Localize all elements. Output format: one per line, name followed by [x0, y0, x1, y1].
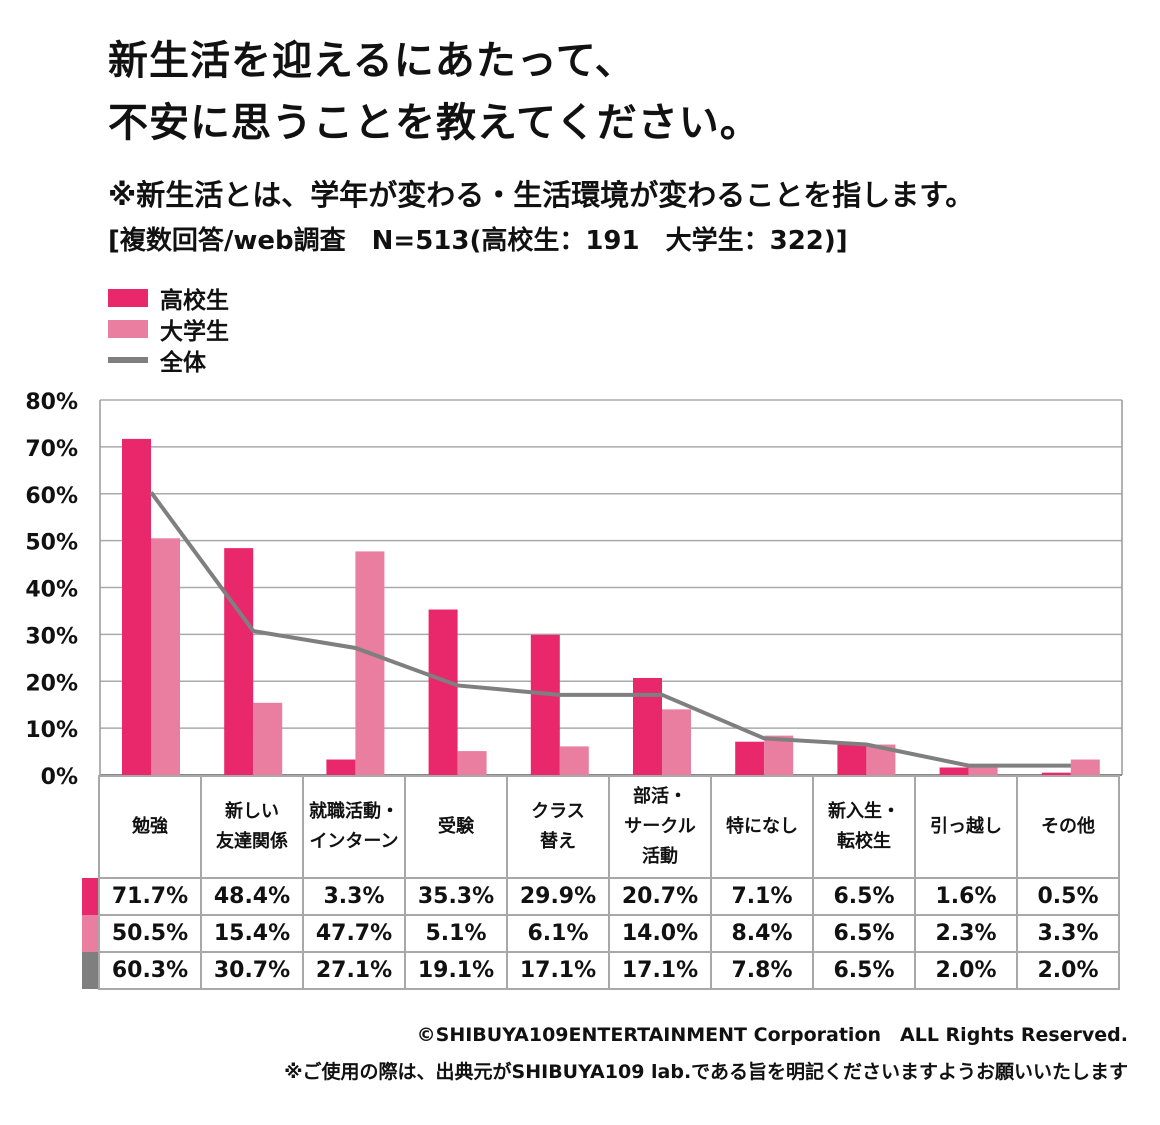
value-cell: 6.5% — [812, 914, 916, 953]
value-cell: 47.7% — [302, 914, 406, 953]
value-cell: 6.1% — [506, 914, 610, 953]
line-overall — [149, 491, 1071, 768]
category-label: その他 — [1016, 775, 1120, 879]
title-line-2: 不安に思うことを教えてください。 — [108, 100, 761, 146]
y-tick-label: 60% — [25, 484, 78, 509]
y-tick-label: 30% — [25, 624, 78, 649]
value-cell: 8.4% — [710, 914, 814, 953]
value-row-university: 50.5% 15.4% 47.7% 5.1% 6.1% 14.0% 8.4% 6.5% 2.3%… — [82, 914, 1120, 953]
value-cell: 2.3% — [914, 914, 1018, 953]
value-cell: 71.7% — [98, 877, 202, 916]
value-cell: 3.3% — [1016, 914, 1120, 953]
value-cell: 17.1% — [506, 951, 610, 990]
y-tick-label: 10% — [25, 718, 78, 743]
data-table: 勉強 新しい 友達関係 就職活動・ インターン 受験 クラス 替え 部活・ サークル 活動… — [82, 775, 1120, 990]
value-cell: 35.3% — [404, 877, 508, 916]
value-cell: 0.5% — [1016, 877, 1120, 916]
copyright: ©SHIBUYA109ENTERTAINMENT Corporation ALL… — [416, 1024, 1128, 1046]
bar-university — [559, 746, 589, 775]
value-cell: 50.5% — [98, 914, 202, 953]
value-cell: 30.7% — [200, 951, 304, 990]
value-cell: 6.5% — [812, 877, 916, 916]
survey-note: [複数回答/web調査 N=513(高校生：191 大学生：322)] — [108, 226, 848, 256]
bar-high-school — [633, 677, 662, 775]
value-cell: 48.4% — [200, 877, 304, 916]
category-label: クラス 替え — [506, 775, 610, 879]
usage-notice: ※ご使用の際は、出典元がSHIBUYA109 lab.である旨を明記くださいます… — [284, 1061, 1128, 1083]
legend-swatch-high-school — [108, 288, 148, 307]
category-label: 特になし — [710, 775, 814, 879]
blank-cell — [82, 776, 100, 878]
y-tick-label: 70% — [25, 437, 78, 462]
bar-chart: 0% 10% 20% 30% 40% 50% 60% 70% 80% — [25, 390, 1123, 790]
category-label: 就職活動・ インターン — [302, 775, 406, 879]
value-cell: 27.1% — [302, 951, 406, 990]
bar-university — [355, 551, 385, 775]
legend-label: 全体 — [160, 349, 206, 376]
bar-high-school — [530, 634, 560, 775]
category-row: 勉強 新しい 友達関係 就職活動・ インターン 受験 クラス 替え 部活・ サークル 活動… — [82, 775, 1120, 879]
legend-swatch-overall — [108, 356, 148, 363]
y-tick-label: 20% — [25, 671, 78, 696]
legend-item-high-school: 高校生 — [108, 282, 229, 314]
bar-high-school — [735, 741, 765, 775]
value-cell: 60.3% — [98, 951, 202, 990]
value-cell: 29.9% — [506, 877, 610, 916]
legend-item-university: 大学生 — [108, 313, 229, 345]
legend-label: 高校生 — [160, 287, 229, 314]
category-label: 新しい 友達関係 — [200, 775, 304, 879]
value-cell: 17.1% — [608, 951, 712, 990]
legend-label: 大学生 — [160, 318, 229, 345]
bar-high-school — [939, 767, 969, 775]
value-cell: 7.8% — [710, 951, 814, 990]
bar-high-school — [1041, 772, 1071, 775]
value-cell: 14.0% — [608, 914, 712, 953]
bar-university — [764, 735, 794, 775]
y-tick-label: 50% — [25, 531, 78, 556]
bar-university — [662, 709, 691, 775]
row-swatch-university — [82, 915, 99, 952]
bar-university — [253, 702, 283, 775]
value-cell: 7.1% — [710, 877, 814, 916]
bar-high-school — [326, 759, 356, 775]
y-tick-label: 40% — [25, 578, 78, 603]
bar-university — [1070, 759, 1100, 775]
y-tick-label: 80% — [25, 390, 78, 415]
value-cell: 20.7% — [608, 877, 712, 916]
category-label: 新入生・ 転校生 — [812, 775, 916, 879]
category-label: 勉強 — [98, 775, 202, 879]
value-cell: 1.6% — [914, 877, 1018, 916]
value-row-high_school: 71.7% 48.4% 3.3% 35.3% 29.9% 20.7% 7.1% 6.5% 1.6… — [82, 877, 1120, 916]
subtitle: ※新生活とは、学年が変わる・生活環境が変わることを指します。 — [108, 178, 975, 212]
value-cell: 15.4% — [200, 914, 304, 953]
bar-university — [968, 764, 998, 775]
bar-high-school — [428, 609, 458, 775]
category-label: 部活・ サークル 活動 — [608, 775, 712, 879]
title-line-1: 新生活を迎えるにあたって、 — [108, 38, 636, 84]
value-cell: 19.1% — [404, 951, 508, 990]
category-label: 引っ越し — [914, 775, 1018, 879]
legend-item-overall: 全体 — [108, 344, 229, 376]
chart-title: 新生活を迎えるにあたって、 不安に思うことを教えてください。 — [108, 30, 761, 154]
legend: 高校生 大学生 全体 — [108, 282, 229, 376]
value-cell: 2.0% — [914, 951, 1018, 990]
value-cell: 6.5% — [812, 951, 916, 990]
category-label: 受験 — [404, 775, 508, 879]
bar-high-school — [837, 744, 867, 775]
bar-university — [151, 538, 180, 775]
value-cell: 2.0% — [1016, 951, 1120, 990]
bar-high-school — [224, 548, 254, 775]
value-row-overall: 60.3% 30.7% 27.1% 19.1% 17.1% 17.1% 7.8% 6.5% 2.… — [82, 951, 1120, 990]
value-cell: 3.3% — [302, 877, 406, 916]
y-tick-label: 0% — [41, 765, 78, 790]
bar-university — [457, 751, 487, 775]
row-swatch-high_school — [82, 878, 99, 915]
row-swatch-overall — [82, 952, 99, 989]
legend-swatch-university — [108, 319, 148, 338]
bar-high-school — [122, 438, 151, 775]
value-cell: 5.1% — [404, 914, 508, 953]
